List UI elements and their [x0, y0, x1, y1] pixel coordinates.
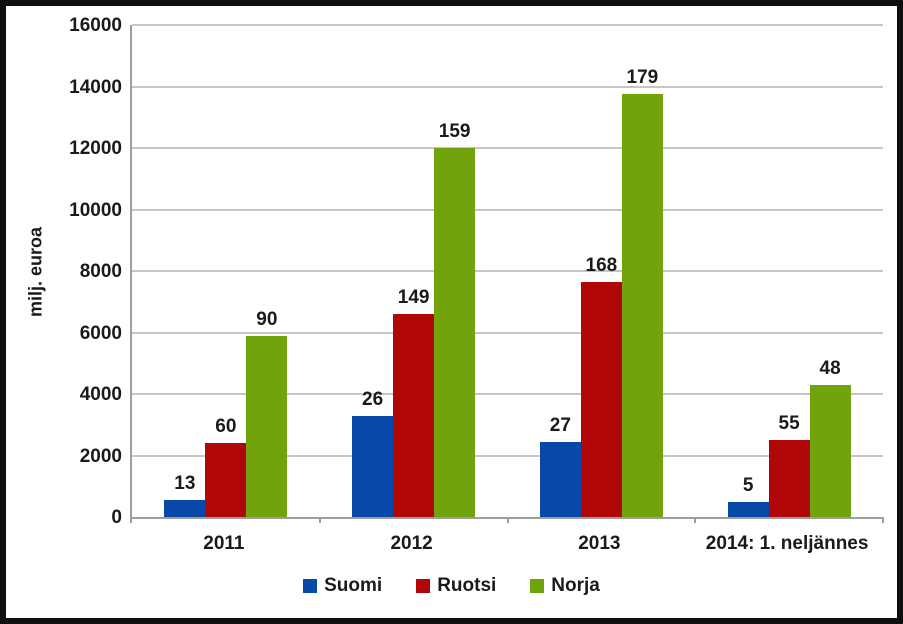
bar-norja-2 [621, 94, 663, 517]
bar-suomi-2 [539, 441, 581, 517]
legend-swatch-norja [530, 578, 545, 593]
legend-item-ruotsi: Ruotsi [416, 576, 496, 595]
y-tick-label: 10000 [69, 199, 122, 221]
bar-value-label: 90 [256, 308, 278, 330]
y-tick-label: 6000 [79, 322, 122, 344]
bar-value-label: 149 [397, 287, 430, 309]
bar-ruotsi-3 [768, 440, 810, 517]
bar-ruotsi-2 [580, 281, 622, 517]
legend: Suomi Ruotsi Norja [6, 576, 897, 595]
x-axis-tick [694, 517, 697, 523]
legend-label: Norja [551, 575, 600, 596]
gridline [132, 454, 883, 457]
gridline [132, 85, 883, 88]
legend-swatch-suomi [303, 578, 318, 593]
x-axis-tick [318, 517, 321, 523]
bar-value-label: 48 [819, 357, 841, 379]
bar-ruotsi-0 [205, 443, 247, 517]
x-axis-tick [506, 517, 509, 523]
x-axis-tick [130, 517, 132, 523]
bar-value-label: 159 [438, 121, 471, 142]
y-tick-label: 16000 [69, 15, 122, 36]
bar-suomi-0 [164, 500, 206, 517]
bar-value-label: 60 [215, 416, 237, 438]
legend-item-suomi: Suomi [303, 576, 382, 595]
bar-value-label: 13 [174, 473, 196, 495]
bar-norja-3 [809, 384, 851, 517]
chart-inner: milj. euroa 13 60 90 26 149 159 27 168 179 5 55 48 … [6, 6, 897, 618]
y-tick-label: 14000 [69, 76, 122, 98]
y-tick-label: 2000 [79, 445, 122, 467]
y-tick-label: 0 [111, 507, 122, 528]
x-category-label-3: 2014: 1. neljännes [705, 533, 869, 554]
gridline [132, 147, 883, 149]
bar-suomi-3 [727, 501, 769, 517]
legend-label: Ruotsi [437, 575, 497, 596]
y-tick-label: 8000 [79, 261, 122, 282]
bar-norja-0 [246, 335, 288, 517]
bar-value-label: 27 [549, 414, 571, 436]
legend-item-norja: Norja [530, 576, 600, 595]
legend-label: Suomi [324, 575, 383, 596]
legend-swatch-ruotsi [416, 578, 431, 593]
gridline [132, 393, 883, 395]
bar-value-label: 55 [778, 413, 800, 435]
plot-area: 13 60 90 26 149 159 27 168 179 5 55 48 [130, 24, 884, 523]
y-tick-label: 12000 [69, 138, 122, 159]
x-category-label-2: 2013 [578, 533, 621, 554]
gridline [132, 270, 883, 272]
bar-value-label: 5 [742, 474, 754, 496]
bar-suomi-1 [352, 415, 394, 517]
bar-value-label: 26 [362, 388, 384, 410]
bar-norja-1 [434, 148, 476, 517]
gridline [132, 331, 883, 334]
bar-value-label: 168 [585, 254, 618, 276]
bar-ruotsi-1 [393, 314, 435, 517]
x-axis-tick [882, 517, 884, 523]
x-category-label-1: 2012 [390, 533, 433, 554]
y-tick-label: 4000 [79, 384, 122, 405]
x-category-label-0: 2011 [203, 533, 245, 554]
gridline [132, 24, 883, 26]
bar-value-label: 179 [626, 67, 659, 89]
gridline [132, 208, 883, 211]
